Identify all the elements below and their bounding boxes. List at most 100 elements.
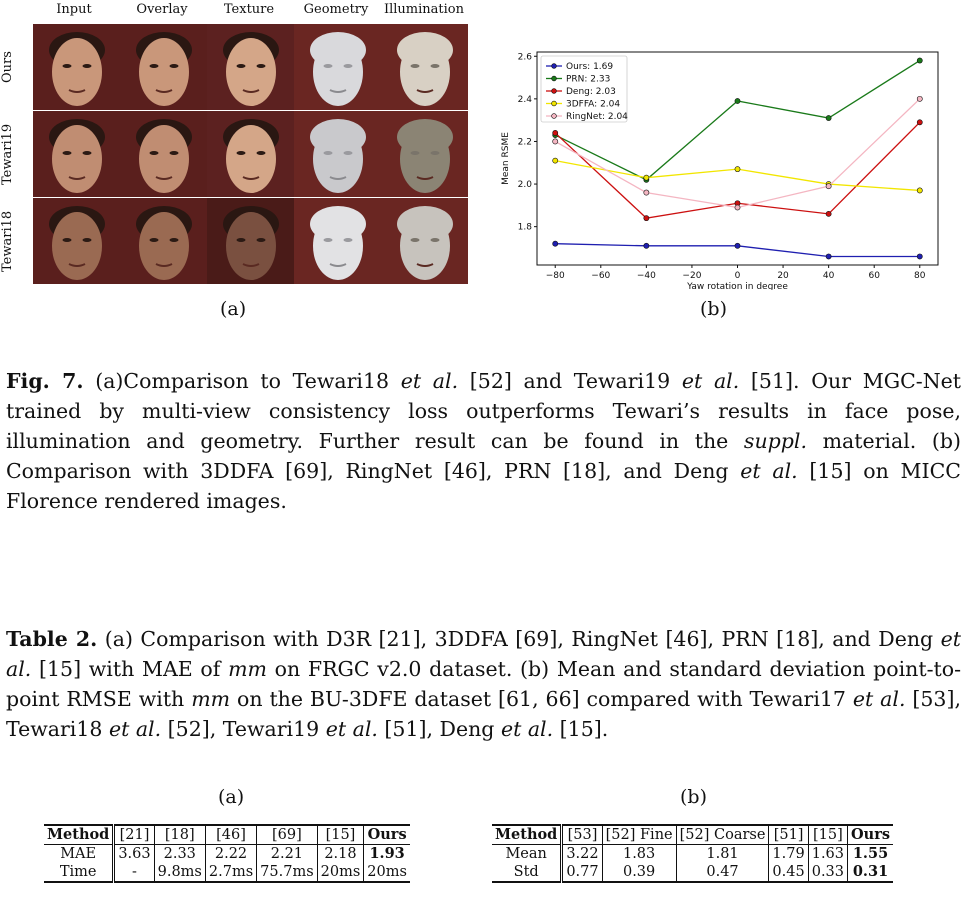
caption-text: on FRGC v2.0 dataset. (b) Mean and stand… [6, 657, 961, 711]
table-cell: 3.63 [113, 844, 155, 863]
x-tick-label: 0 [735, 271, 741, 281]
table-a: Method [21] [18] [46] [69] [15] Ours MAE… [44, 824, 410, 883]
data-point [825, 253, 832, 260]
caption-text: material. (b) Comparison with 3DDFA [69]… [6, 429, 961, 483]
table-cell: - [113, 863, 155, 882]
caption-text: [51]. Our MGC-Net trained by multi-view … [6, 369, 961, 453]
legend-marker [551, 88, 557, 94]
col-header: Geometry [303, 2, 369, 17]
caption-label: Fig. 7. [6, 369, 84, 393]
caption-italic: et al. [681, 369, 740, 393]
table-cell: 20ms [317, 863, 365, 882]
face-image [381, 111, 468, 197]
table-header-cell: [52] Fine [602, 825, 677, 845]
legend-box [540, 55, 628, 123]
x-tick-label: −40 [637, 271, 656, 281]
data-point [643, 174, 650, 181]
face-image [120, 24, 207, 110]
caption-text: on the BU-3DFE dataset [61, 66] compared… [230, 687, 853, 711]
table-cell: 2.22 [205, 844, 258, 863]
table-cell: 2.21 [256, 844, 318, 863]
table-2-caption: Table 2. (a) Comparison with D3R [21], 3… [6, 624, 961, 744]
col-header: Overlay [136, 2, 188, 17]
caption-italic: mm [228, 657, 267, 681]
table-cell: 0.77 [561, 863, 603, 882]
table-cell: 0.39 [602, 863, 677, 882]
row-label: Tewari18 [0, 210, 15, 272]
table-a-label: (a) [218, 786, 245, 808]
table-cell: 1.93 [369, 845, 405, 862]
data-point [552, 240, 559, 247]
table-cell: 2.33 [154, 844, 206, 863]
row-label: Ours [0, 51, 15, 83]
data-point [825, 210, 832, 217]
table-cell: 2.18 [317, 844, 365, 863]
table-row: Time - 9.8ms 2.7ms 75.7ms 20ms 20ms [44, 863, 410, 882]
data-point [916, 95, 923, 102]
face-image [33, 198, 120, 284]
x-tick-label: −60 [591, 271, 610, 281]
y-tick-label: 2.2 [518, 137, 532, 147]
table-cell: Mean [492, 844, 564, 863]
table-header-cell: [69] [256, 825, 318, 845]
data-point [643, 189, 650, 196]
data-point [734, 242, 741, 249]
caption-italic: et al. [740, 459, 798, 483]
data-point [916, 187, 923, 194]
caption-label: Table 2. [6, 627, 98, 651]
caption-italic: mm [191, 687, 231, 711]
data-point [552, 130, 559, 136]
x-tick-label: 40 [823, 271, 835, 281]
table-cell: 1.55 [852, 845, 889, 862]
legend-label: Ours: 1.69 [566, 62, 613, 72]
face-image [33, 24, 120, 110]
x-tick-label: 20 [777, 271, 789, 281]
caption-text: [53], Tewari18 [6, 687, 961, 741]
table-header-row: Method [21] [18] [46] [69] [15] Ours [44, 825, 410, 845]
table-cell: 20ms [367, 864, 407, 880]
legend-label: 3DFFA: 2.04 [566, 100, 620, 110]
legend-marker [551, 113, 557, 119]
table-header-cell: [15] [317, 825, 365, 845]
table-header-cell: Ours [851, 826, 890, 843]
face-image [120, 198, 207, 284]
x-tick-label: −80 [546, 271, 565, 281]
face-image [207, 24, 294, 110]
row-label: Tewari19 [0, 123, 15, 185]
table-row: Mean 3.22 1.83 1.81 1.79 1.63 1.55 [492, 844, 893, 863]
table-cell: 0.33 [808, 863, 849, 882]
legend-marker [551, 75, 557, 82]
table-header-cell: Ours [367, 826, 407, 843]
table-cell: 0.45 [768, 863, 809, 882]
legend-label: PRN: 2.33 [566, 75, 610, 85]
table-cell: Time [44, 863, 116, 882]
table-cell: 9.8ms [154, 863, 206, 882]
caption-text: [15] with MAE of [31, 657, 229, 681]
caption-text: [52], Tewari19 [161, 717, 326, 741]
subfigure-label-b: (b) [700, 298, 727, 320]
caption-text: [15]. [553, 717, 609, 741]
table-cell: MAE [44, 844, 116, 863]
y-axis-label: Mean RSME [501, 132, 511, 185]
table-header-cell: [46] [205, 825, 258, 845]
table-cell: 3.22 [561, 844, 603, 863]
face-image [207, 111, 294, 197]
x-tick-label: −20 [682, 271, 701, 281]
caption-text: [52] and Tewari19 [458, 369, 682, 393]
x-tick-label: 60 [868, 271, 880, 281]
table-header-cell: [18] [154, 825, 206, 845]
table-header-row: Method [53] [52] Fine [52] Coarse [51] [… [492, 825, 893, 845]
caption-text: [51], Deng [377, 717, 501, 741]
data-point [552, 157, 559, 164]
rmse-line-chart: −80 −60 −40 −20 0 20 40 60 80 1.8 2.0 2.2 2.4 2.6 Yaw … [501, 51, 939, 290]
face-image [381, 198, 468, 284]
table-b-label: (b) [680, 786, 707, 808]
face-image [381, 24, 468, 110]
data-point [734, 166, 741, 173]
caption-italic: et al. [852, 687, 906, 711]
caption-text: (a)Comparison to Tewari18 [83, 369, 401, 393]
caption-italic: et al. [6, 627, 962, 681]
subfigure-label-a: (a) [220, 298, 247, 320]
caption-italic: et al. [325, 717, 378, 741]
data-point [916, 57, 923, 64]
